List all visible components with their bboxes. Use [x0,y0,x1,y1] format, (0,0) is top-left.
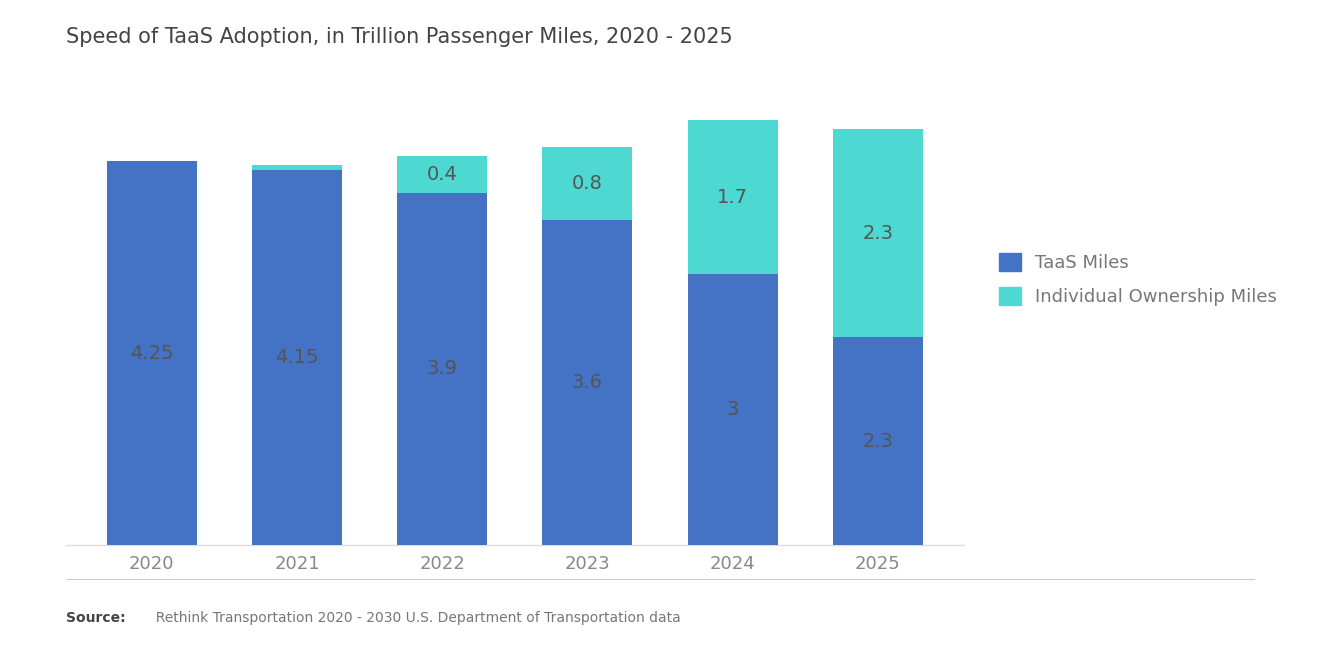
Text: 4.15: 4.15 [276,348,318,367]
Bar [397,156,487,193]
Bar [107,161,197,545]
Text: 1.7: 1.7 [717,188,748,207]
Text: 0.8: 0.8 [572,174,603,193]
Text: 3: 3 [726,400,739,419]
Bar [252,170,342,545]
Bar [833,337,923,545]
Bar [688,120,777,274]
Bar [252,166,342,170]
Text: Rethink Transportation 2020 - 2030 U.S. Department of Transportation data: Rethink Transportation 2020 - 2030 U.S. … [147,611,681,626]
Bar [688,274,777,545]
Bar [397,193,487,545]
Text: Speed of TaaS Adoption, in Trillion Passenger Miles, 2020 - 2025: Speed of TaaS Adoption, in Trillion Pass… [66,27,733,47]
Bar [833,129,923,337]
Text: 0.4: 0.4 [426,165,458,184]
Text: 3.9: 3.9 [426,360,458,378]
Bar [543,219,632,545]
Bar [543,148,632,219]
Text: 4.25: 4.25 [131,344,173,362]
Text: Source:: Source: [66,611,125,626]
Legend: TaaS Miles, Individual Ownership Miles: TaaS Miles, Individual Ownership Miles [999,253,1276,306]
Text: 3.6: 3.6 [572,373,603,392]
Text: 2.3: 2.3 [862,224,894,243]
Text: 2.3: 2.3 [862,432,894,451]
